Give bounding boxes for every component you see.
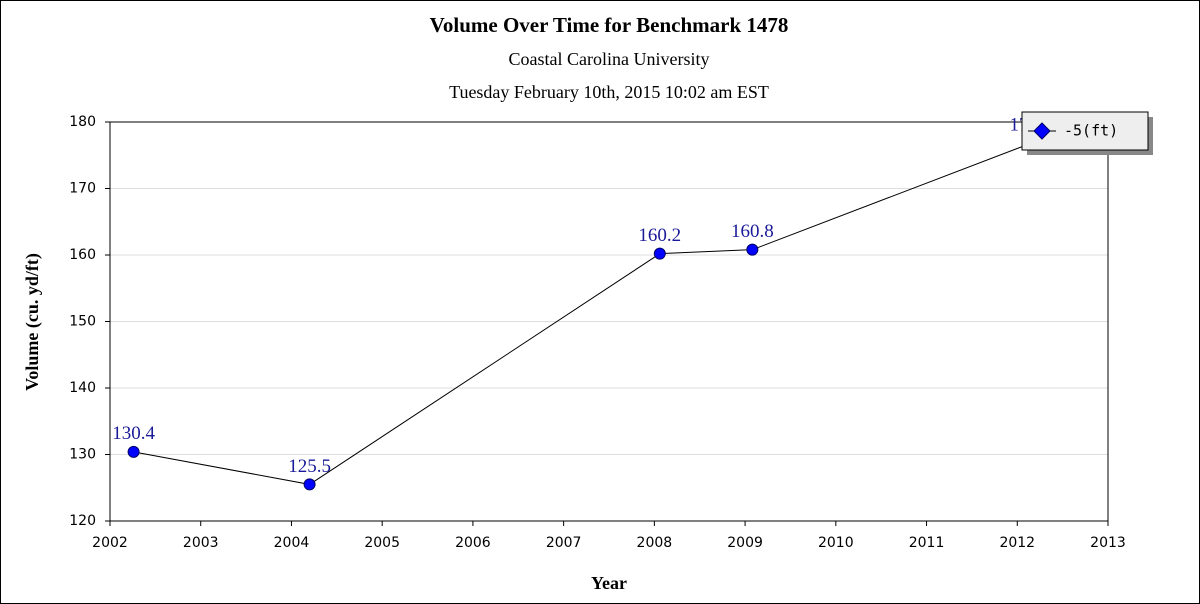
x-tick-label: 2012 (999, 535, 1035, 551)
x-tick-label: 2004 (274, 535, 310, 551)
x-tick-label: 2005 (364, 535, 400, 551)
x-tick-label: 2009 (727, 535, 763, 551)
data-point (746, 243, 759, 256)
x-tick-label: 2007 (546, 535, 582, 551)
y-tick-label: 130 (69, 447, 96, 463)
data-label: 130.4 (112, 423, 155, 444)
timestamp: Tuesday February 10th, 2015 10:02 am EST (449, 82, 769, 102)
x-tick-label: 2008 (637, 535, 673, 551)
y-tick-label: 150 (69, 314, 96, 330)
data-label: 125.5 (288, 456, 331, 477)
y-tick-label: 180 (69, 114, 96, 130)
data-point (303, 478, 316, 491)
legend-marker (1033, 122, 1051, 140)
chart-subtitle: Coastal Carolina University (509, 49, 710, 69)
legend-label: -5(ft) (1064, 122, 1118, 140)
data-label: 160.2 (638, 225, 681, 246)
chart-title: Volume Over Time for Benchmark 1478 (430, 13, 789, 37)
y-tick-label: 160 (69, 247, 96, 263)
x-tick-label: 2006 (455, 535, 491, 551)
x-tick-label: 2003 (183, 535, 219, 551)
x-tick-label: 2013 (1090, 535, 1126, 551)
data-point (127, 445, 140, 458)
y-tick-label: 120 (69, 513, 96, 529)
x-tick-label: 2002 (92, 535, 128, 551)
data-point (653, 247, 666, 260)
x-tick-label: 2011 (909, 535, 945, 551)
data-label: 160.8 (731, 221, 774, 242)
y-tick-label: 140 (69, 380, 96, 396)
y-axis-label: Volume (cu. yd/ft) (22, 253, 43, 391)
x-tick-label: 2010 (818, 535, 854, 551)
x-axis-label: Year (591, 573, 627, 593)
y-tick-label: 170 (69, 181, 96, 197)
plot-area (109, 121, 1109, 522)
